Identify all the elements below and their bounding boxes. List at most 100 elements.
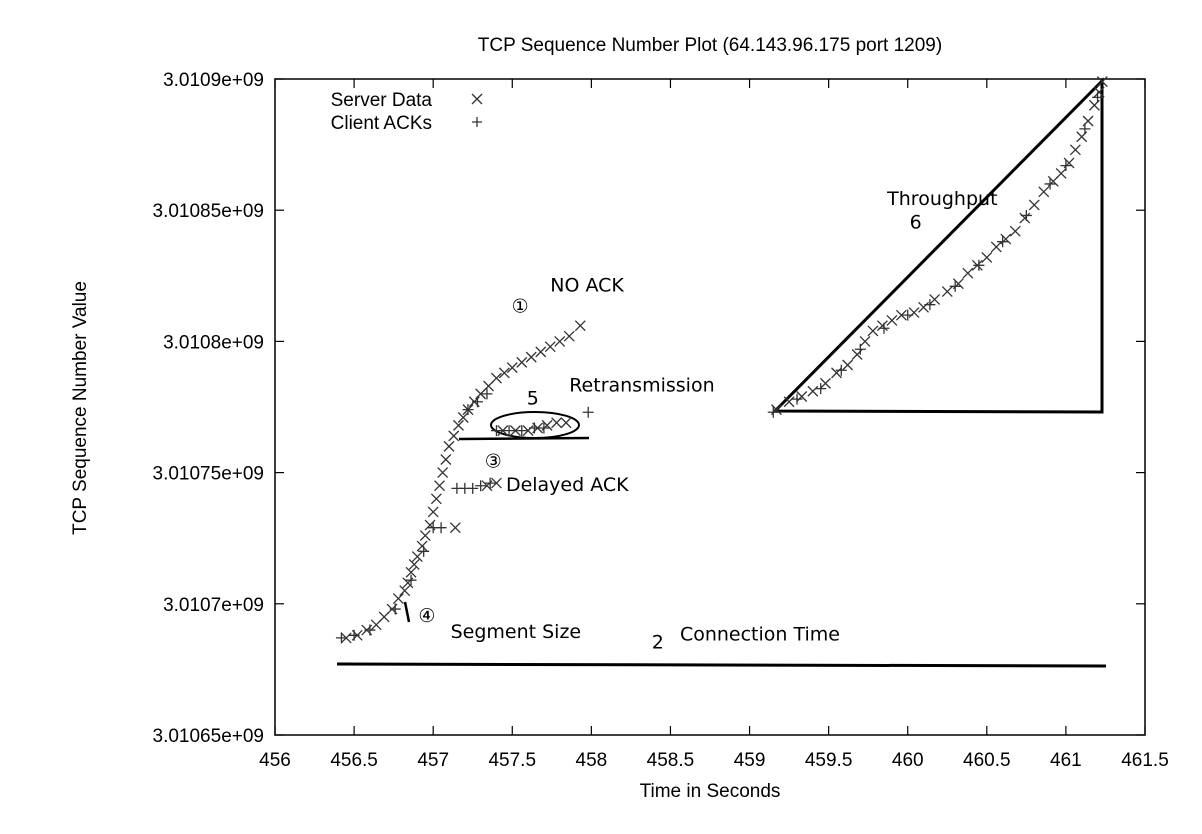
client-ack-point [902, 309, 914, 321]
server-data-point [941, 286, 953, 298]
annotation-label-2: 2 [652, 631, 664, 653]
client-ack-point [878, 322, 890, 334]
server-data-point [544, 341, 556, 353]
y-axis-label: TCP Sequence Number Value [70, 281, 91, 535]
server-data-point [1009, 225, 1021, 237]
client-ack-point [475, 480, 487, 492]
y-tick-label: 3.0109e+09 [163, 70, 264, 91]
server-data-point [783, 396, 795, 408]
throughput-triangle [771, 77, 1104, 414]
server-data-point [560, 417, 572, 429]
client-ack-point [528, 422, 540, 434]
server-data-point [796, 391, 808, 402]
client-ack-point [582, 406, 594, 418]
annotation-connection-time: Connection Time [680, 624, 840, 646]
y-tick-label: 3.01085e+09 [153, 201, 264, 222]
client-ack-point [418, 545, 430, 557]
legend-label: Client ACKs [331, 113, 432, 134]
server-data-point [440, 454, 452, 465]
server-data-point [525, 351, 537, 363]
server-data-point [506, 362, 518, 374]
client-ack-point [997, 236, 1009, 248]
chart-title: TCP Sequence Number Plot (64.143.96.175 … [478, 35, 942, 56]
server-data-point [981, 251, 993, 263]
annotation-throughput: Throughput [886, 188, 997, 210]
legend-marker-plus [472, 117, 482, 127]
annotation-label-6: 6 [910, 212, 922, 234]
server-data-point [574, 320, 586, 332]
y-tick-label: 3.0107e+09 [163, 595, 264, 616]
client-ack-point [791, 393, 803, 405]
server-data-point [516, 356, 528, 368]
client-ack-point [503, 425, 515, 437]
annotation-retransmission: Retransmission [569, 374, 714, 396]
y-tick-label: 3.0108e+09 [163, 332, 264, 353]
client-ack-point [1044, 178, 1056, 190]
server-data-point [842, 359, 854, 371]
x-axis-ticks: 456 456.5 457 457.5 458 458.5 459 459.5 460 460.5… [259, 79, 1169, 771]
annotation-circled-1: ① [512, 296, 529, 318]
annotation-label-5: 5 [527, 387, 539, 409]
annotation-delayed-ack: Delayed ACK [506, 474, 629, 496]
server-data-point [990, 241, 1002, 253]
client-ack-point [348, 629, 360, 641]
server-data-point [497, 425, 509, 437]
server-data-point [490, 477, 502, 489]
annotation-overlay [336, 77, 1107, 668]
x-axis-label: Time in Seconds [640, 781, 781, 802]
annotation-no-ack: NO ACK [550, 275, 624, 297]
server-data-point [563, 330, 575, 342]
connection-time-line [336, 662, 1107, 668]
client-ack-point [815, 383, 827, 395]
client-ack-point [481, 388, 493, 400]
client-ack-point [467, 482, 479, 494]
client-ack-point [767, 406, 779, 418]
server-data-point [434, 480, 445, 492]
server-data-point [457, 412, 469, 423]
x-tick-label: 458.5 [647, 750, 695, 771]
client-ack-point [973, 259, 985, 271]
annotation-segment-size: Segment Size [451, 621, 582, 643]
x-tick-label: 461 [1050, 750, 1082, 771]
axes [274, 78, 1146, 736]
server-data-point [551, 417, 563, 429]
client-ack-point [435, 522, 447, 534]
server-data-point [430, 493, 442, 505]
server-data-point [443, 440, 455, 452]
x-tick-label: 457 [417, 750, 449, 771]
client-ack-point [538, 422, 550, 434]
server-data-point [1093, 86, 1105, 98]
retransmission-ellipse [490, 411, 580, 439]
series-server-data [340, 76, 1108, 644]
x-tick-label: 458 [576, 750, 608, 771]
server-data-point [876, 320, 888, 332]
server-data-point [820, 377, 831, 389]
server-data-point [449, 522, 461, 534]
client-ack-point [389, 603, 401, 615]
series-client-acks [335, 91, 1104, 644]
x-tick-label: 459.5 [805, 750, 853, 771]
server-data-point [554, 335, 566, 347]
server-data-point [1055, 168, 1067, 179]
server-data-point [453, 419, 464, 431]
annotation-circled-4: ④ [418, 605, 435, 627]
x-tick-label: 460 [892, 750, 924, 771]
server-data-point [918, 301, 930, 313]
x-tick-label: 460.5 [963, 750, 1011, 771]
x-tick-label: 457.5 [488, 750, 536, 771]
legend-label: Server Data [331, 90, 433, 111]
client-ack-point [835, 364, 847, 376]
client-ack-point [364, 624, 376, 636]
plot-frame [274, 78, 1146, 736]
server-data-point [408, 558, 420, 570]
server-data-point [886, 314, 898, 326]
x-tick-label: 456.5 [330, 750, 378, 771]
client-ack-point [949, 280, 961, 292]
client-ack-point [854, 343, 866, 355]
server-data-point [895, 309, 907, 321]
server-data-point [399, 585, 411, 597]
client-ack-point [471, 396, 483, 408]
server-data-point [437, 467, 449, 479]
